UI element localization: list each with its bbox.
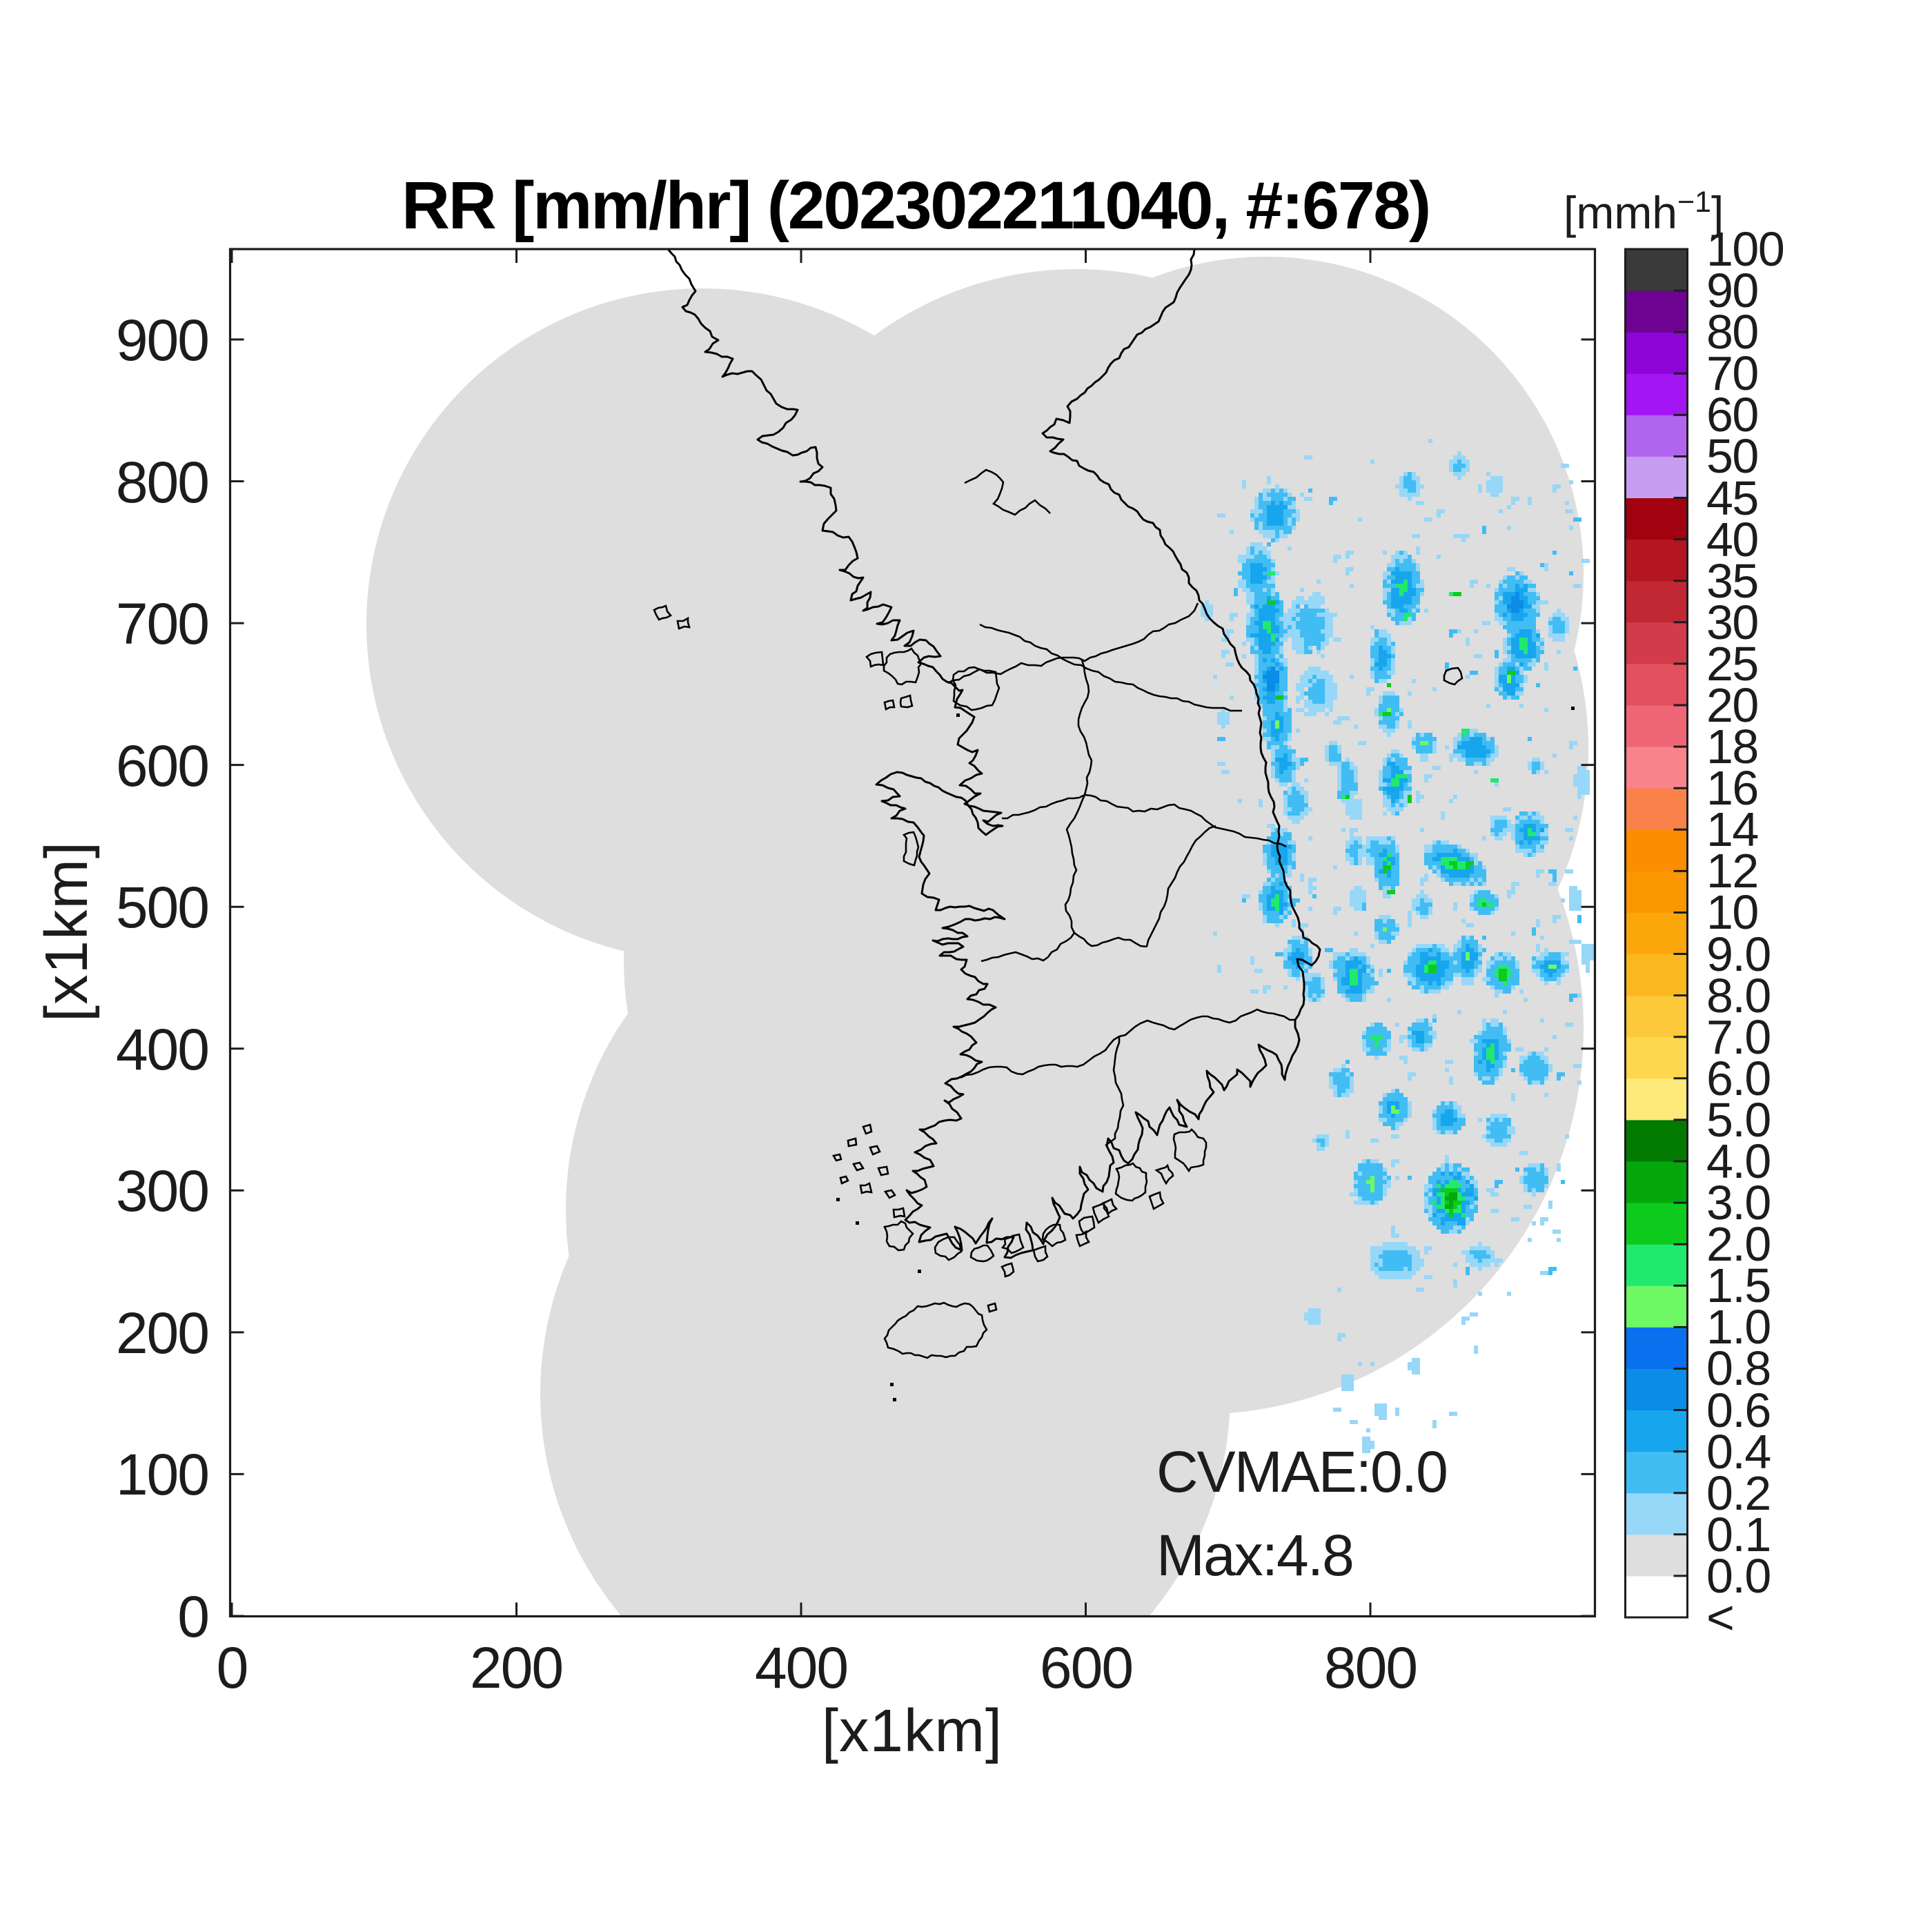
svg-text:0.1: 0.1 [1706, 1508, 1771, 1561]
svg-text:0: 0 [217, 1635, 248, 1700]
svg-text:2.0: 2.0 [1706, 1217, 1771, 1271]
svg-text:18: 18 [1706, 720, 1758, 773]
svg-text:3.0: 3.0 [1706, 1176, 1771, 1230]
svg-text:900: 900 [116, 308, 208, 373]
svg-text:70: 70 [1706, 346, 1758, 400]
svg-text:500: 500 [116, 875, 208, 940]
svg-text:0.0: 0.0 [1706, 1549, 1771, 1603]
svg-text:1.5: 1.5 [1706, 1259, 1771, 1312]
svg-text:800: 800 [1324, 1635, 1417, 1700]
svg-text:100: 100 [116, 1442, 208, 1507]
svg-text:45: 45 [1706, 471, 1758, 525]
svg-text:6.0: 6.0 [1706, 1052, 1771, 1105]
svg-text:14: 14 [1706, 802, 1758, 856]
svg-text:20: 20 [1706, 678, 1758, 732]
svg-text:12: 12 [1706, 844, 1758, 898]
svg-text:600: 600 [1040, 1635, 1132, 1700]
svg-text:[x1km]: [x1km] [822, 1697, 1003, 1764]
svg-text:300: 300 [116, 1159, 208, 1223]
svg-text:400: 400 [755, 1635, 847, 1700]
svg-text:50: 50 [1706, 429, 1758, 483]
svg-text:200: 200 [470, 1635, 562, 1700]
svg-text:80: 80 [1706, 305, 1758, 359]
svg-text:0.4: 0.4 [1706, 1425, 1771, 1479]
svg-text:100: 100 [1706, 222, 1784, 276]
svg-text:60: 60 [1706, 388, 1758, 442]
svg-text:16: 16 [1706, 761, 1758, 815]
svg-text:<: < [1706, 1590, 1733, 1644]
svg-text:1.0: 1.0 [1706, 1300, 1771, 1354]
svg-text:4.0: 4.0 [1706, 1134, 1771, 1188]
svg-text:35: 35 [1706, 554, 1758, 608]
svg-text:9.0: 9.0 [1706, 927, 1771, 981]
svg-text:CVMAE:0.0: CVMAE:0.0 [1156, 1439, 1447, 1504]
svg-text:600: 600 [116, 733, 208, 798]
svg-text:700: 700 [116, 591, 208, 656]
svg-text:90: 90 [1706, 264, 1758, 317]
svg-text:0.6: 0.6 [1706, 1383, 1771, 1437]
svg-text:7.0: 7.0 [1706, 1010, 1771, 1064]
svg-text:400: 400 [116, 1017, 208, 1082]
svg-text:5.0: 5.0 [1706, 1093, 1771, 1147]
svg-text:0.2: 0.2 [1706, 1466, 1771, 1520]
svg-text:800: 800 [116, 450, 208, 515]
svg-text:Max:4.8: Max:4.8 [1156, 1523, 1353, 1588]
svg-text:30: 30 [1706, 595, 1758, 649]
svg-text:0: 0 [177, 1584, 208, 1649]
svg-text:40: 40 [1706, 513, 1758, 566]
svg-text:8.0: 8.0 [1706, 969, 1771, 1023]
svg-text:0.8: 0.8 [1706, 1341, 1771, 1395]
svg-text:10: 10 [1706, 885, 1758, 939]
svg-text:25: 25 [1706, 637, 1758, 691]
svg-text:[x1km]: [x1km] [33, 841, 100, 1022]
svg-text:200: 200 [116, 1301, 208, 1366]
svg-text:RR [mm/hr] (202302211040, #:67: RR [mm/hr] (202302211040, #:678) [402, 168, 1430, 243]
